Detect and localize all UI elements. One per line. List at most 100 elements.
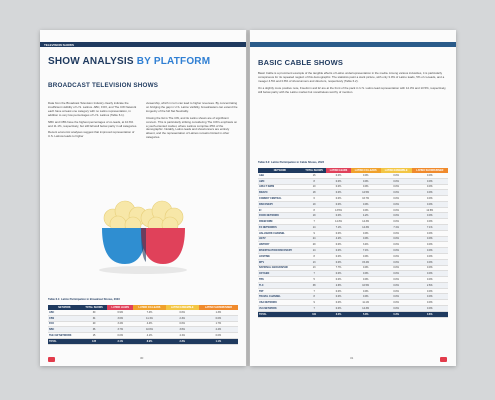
table-cell: A&E (258, 173, 302, 179)
table-cell: 0.0% (326, 212, 351, 220)
table-cell: 0.0% (380, 259, 412, 266)
table-row: NBC 36 3.7% 10.6% 3.6% 2.4% (48, 326, 238, 334)
table-cell: 36 (80, 326, 108, 334)
table-cell: 29 (301, 241, 327, 249)
table-row: USA NETWORK 9 0.0% 11.1% 0.0% 0.0% (258, 299, 448, 306)
table-cell: 15 (80, 332, 108, 339)
page-number: 30 (140, 356, 144, 360)
data-table: NETWORK TOTAL SHOWS LATINO LEADS LATINO CO-… (258, 168, 448, 318)
table-cell: 14.3% (350, 224, 381, 231)
table-cell: 4.4% (133, 321, 166, 328)
table-cell: HISTORY (258, 241, 302, 249)
table-cell: AMC (258, 178, 302, 185)
table-cell: 0.0% (411, 253, 448, 260)
table-row: TOTAL 135 3.1% 8.9% 2.3% 1.1% (48, 338, 238, 345)
popcorn-illustration (99, 200, 187, 274)
table-cell: TOTAL (48, 338, 81, 345)
table-cell: 0.0% (350, 173, 381, 179)
table-cell: 1.3% (198, 310, 238, 316)
table-cell: 7.1% (326, 224, 351, 231)
table-cell: 0.0% (380, 265, 412, 272)
paragraph: viewership, which in turn can lead to hi… (146, 101, 238, 113)
table-cell: 3.6% (165, 326, 199, 334)
table-row: CBS 34 3.6% 11.1% 2.4% 0.0% (48, 315, 238, 322)
table-cell: 0.0% (326, 189, 351, 197)
table-cell: 19 (301, 212, 327, 220)
column-header: LATINO LEADS (107, 305, 134, 310)
logo (48, 357, 55, 362)
table-cell: 0.0% (411, 259, 448, 266)
section-band (250, 42, 456, 47)
table-cell: ABC (48, 310, 81, 316)
column-header: LATINO ENSEMBLE (165, 305, 199, 310)
table-cell: 4.2% (350, 212, 381, 220)
table-cell: 0.0% (326, 293, 351, 301)
table-cell: THE CW NETWORK (48, 332, 81, 339)
table-cell: 0.0% (198, 315, 238, 322)
table-cell: TOTAL (258, 311, 302, 318)
table-row: TNT 7 0.0% 0.0% 0.0% 0.0% (258, 288, 448, 295)
table-cell: 38 (301, 282, 327, 289)
table-cell: 2.6% (326, 282, 351, 289)
data-table: NETWORK TOTAL SHOWS LATINO LEADS LATINO CO-… (48, 305, 238, 345)
text-column: Basic Cable is a prominent example of th… (258, 71, 448, 98)
table-cell: 0.0% (380, 293, 412, 301)
table-cell: 0.0% (411, 305, 448, 312)
table-caption: Table 6.1: Latinx Participation in Broad… (48, 298, 120, 301)
table-cell: 10.5% (350, 282, 381, 289)
table-cell: 0.0% (380, 207, 412, 214)
table-row: HISTORY 29 0.0% 3.4% 0.0% 0.0% (258, 241, 448, 249)
table-row: ADULT SWIM 10 0.0% 0.0% 0.0% 0.0% (258, 184, 448, 191)
table-cell: 0.0% (326, 276, 351, 283)
table-row: TRAVEL CHANNEL 8 0.0% 0.0% 0.0% 0.0% (258, 293, 448, 301)
table-cell: 0.0% (411, 247, 448, 254)
table-cell: DISCOVERY (258, 201, 302, 208)
table-cell: 0.0% (350, 253, 381, 260)
table-cell: 7.1% (411, 224, 448, 231)
table-cell: 14.3% (326, 218, 351, 226)
table-cell: HALLMARK CHANNEL (258, 230, 302, 237)
table-cell: HGTV (258, 236, 302, 243)
table-cell: 0.0% (326, 184, 351, 191)
table-cell: 3.0% (326, 311, 351, 318)
table-cell: 7.1% (350, 247, 381, 254)
table-cell: 7 (301, 218, 327, 226)
header-row: NETWORK TOTAL SHOWS LATINO LEADS LATINO CO-… (258, 168, 448, 173)
table-cell: 0.0% (380, 253, 412, 260)
table-cell: 0.0% (380, 288, 412, 295)
table-cell: 0.0% (165, 310, 199, 316)
table-row: FX NETWORKS 14 7.1% 14.3% 7.1% 7.1% (258, 224, 448, 231)
table-cell: 0.0% (350, 184, 381, 191)
table-cell: CBS (48, 315, 81, 322)
table-cell: 0.0% (326, 305, 351, 312)
table-cell: COMEDY CENTRAL (258, 195, 302, 202)
table-row: A&E 16 0.0% 0.0% 0.0% 0.0% (258, 173, 448, 179)
table-cell: VH1 NETWORK (258, 305, 302, 312)
table-cell: 12.5% (350, 189, 381, 197)
table-cell: 9 (301, 230, 327, 237)
table-row: NATIONAL GEOGRAPHIC 13 7.7% 0.0% 0.0% 0.0% (258, 265, 448, 272)
table-cell: 10 (301, 184, 327, 191)
table-row: TOTAL 341 3.0% 5.0% 0.3% 0.8% (258, 311, 448, 318)
table-cell: 0.0% (380, 195, 412, 202)
table-cell: 2.3% (165, 338, 199, 345)
table-cell: 8 (301, 253, 327, 260)
table-row: INVESTIGATION DISCOVERY 14 0.0% 7.1% 0.0% 0.0… (258, 247, 448, 254)
table-cell: 13 (301, 265, 327, 272)
table-cell: 2.4% (198, 326, 238, 334)
table-cell: LIFETIME (258, 253, 302, 260)
table-cell: 4.2% (326, 236, 351, 243)
table-cell: 24 (301, 236, 327, 243)
table-cell: 0.0% (411, 184, 448, 191)
page-title: SHOW ANALYSIS BY PLATFORM (48, 56, 210, 67)
column-header: LATINO SHOWRUNNER (411, 168, 448, 173)
column-header: LATINO CO-LEADS (350, 168, 381, 173)
header-row: NETWORK TOTAL SHOWS LATINO LEADS LATINO CO-… (48, 305, 238, 310)
table-cell: 0.0% (350, 288, 381, 295)
table-cell: 0.0% (380, 189, 412, 197)
table-cell: 0.0% (411, 195, 448, 202)
table-cell: 13 (301, 259, 327, 266)
table-row: FOX 20 3.4% 4.4% 0.0% 1.7% (48, 321, 238, 328)
column-header: NETWORK (48, 305, 81, 310)
